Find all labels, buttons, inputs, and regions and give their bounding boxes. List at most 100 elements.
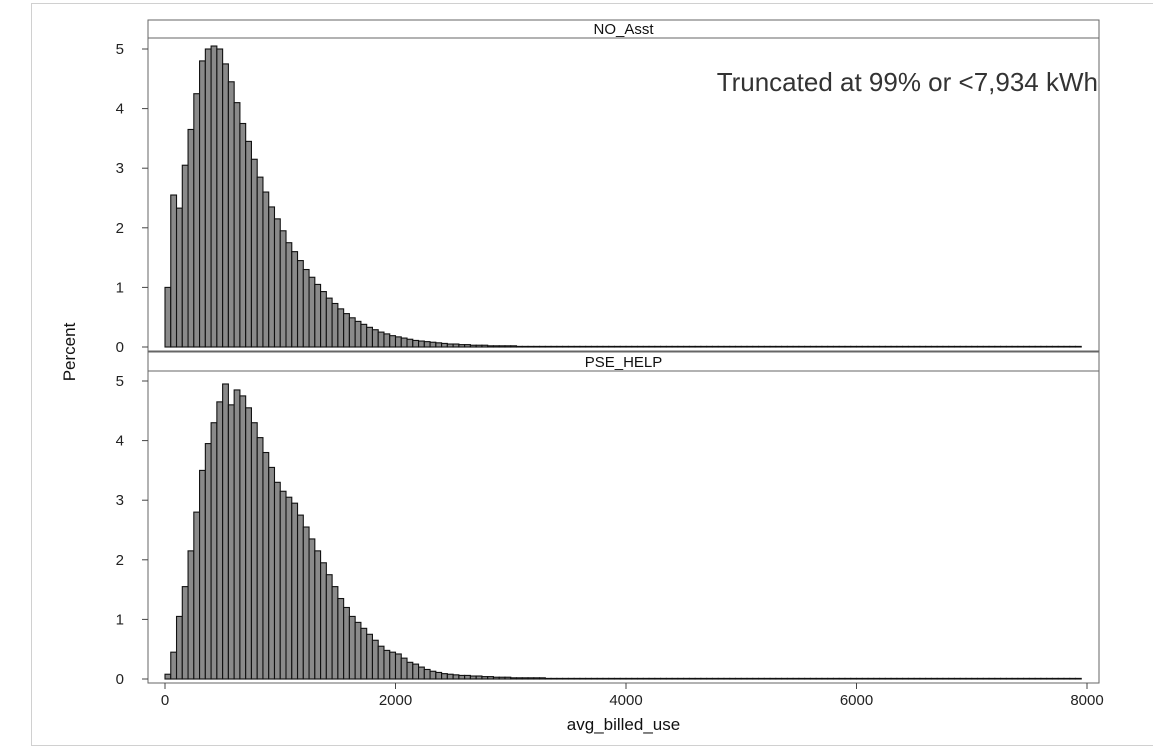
panel-2-bar [867, 677, 875, 680]
panel-2-bar [925, 677, 932, 680]
panel-1-bar [798, 345, 806, 348]
panel-2-y-tick-label: 4 [116, 433, 124, 450]
panel-2-bar [948, 677, 956, 680]
panel-1-bar [573, 345, 581, 348]
panel-2-bar [608, 677, 616, 680]
panel-1-bar [394, 336, 402, 348]
panel-2-bar [763, 677, 771, 680]
panel-1-bar [631, 345, 639, 348]
panel-2-bar [654, 677, 662, 680]
panel-1-bar [982, 345, 990, 348]
panel-1-bar [602, 345, 610, 348]
panel-2-bar [314, 550, 322, 680]
panel-2-bar [723, 677, 731, 680]
panel-2-y-tick-label: 5 [116, 373, 124, 390]
panel-1-bar [1046, 345, 1053, 348]
panel-1-bar [948, 345, 956, 348]
panel-1-bar [1057, 345, 1065, 348]
panel-1-bar [354, 320, 362, 348]
panel-2-bar [907, 677, 915, 680]
panel-2-bar [187, 550, 195, 680]
panel-2-bar [959, 677, 967, 680]
panel-1-bar [504, 345, 512, 348]
panel-2-bar [1074, 677, 1082, 680]
panel-1-y-tick-label: 1 [116, 279, 124, 296]
panel-2-bar [838, 677, 846, 680]
panel-1-bar [884, 345, 892, 348]
panel-2-bar [613, 677, 621, 680]
panel-2-bar [412, 663, 420, 680]
panel-1-bar [492, 345, 500, 348]
panel-1-bar [781, 345, 788, 348]
panel-2-bar [250, 422, 258, 680]
panel-1-bar [642, 345, 650, 348]
panel-1-bar [677, 345, 685, 348]
panel-2-bar [896, 677, 904, 680]
panel-2-bar [740, 677, 748, 680]
panel-2-bar [636, 677, 644, 680]
panel-1-bar [723, 345, 731, 348]
panel-1-bar [1063, 345, 1071, 348]
panel-1-bar [654, 345, 662, 348]
panel-1-bar [550, 345, 558, 348]
panel-1-bar [481, 344, 489, 348]
panel-2-bar [435, 671, 443, 680]
panel-1-bar [567, 345, 575, 348]
panel-1-bar [412, 339, 420, 348]
panel-1-bar [1017, 345, 1025, 348]
panel-1-bar [636, 345, 644, 348]
panel-1-bar [199, 60, 206, 348]
panel-2-bar [245, 407, 252, 680]
panel-1-bar [498, 345, 506, 348]
panel-1-bar [613, 345, 621, 348]
panel-1-bar [579, 345, 587, 348]
panel-2-bar [377, 645, 385, 680]
panel-1-bar [861, 345, 869, 348]
panel-2-bar [533, 677, 541, 680]
panel-2-bar [988, 677, 996, 680]
panel-2-bar [809, 677, 817, 680]
panel-2-bar [1005, 677, 1013, 680]
panel-2-bar [700, 677, 708, 680]
panel-2-bar [181, 586, 189, 680]
panel-2-y-tick-label: 2 [116, 552, 124, 569]
panel-2-bar [394, 653, 402, 680]
panel-1-bar [510, 345, 518, 348]
panel-2-bar [873, 677, 881, 680]
panel-2-bar [942, 677, 950, 680]
panel-1-bar [619, 345, 627, 348]
panel-1-bar [971, 345, 979, 348]
panel-2-bar [775, 677, 783, 680]
panel-2-bar [308, 538, 316, 680]
x-tick-label: 2000 [379, 692, 412, 709]
panel-1-strip-label: NO_Asst [593, 21, 654, 38]
panel-1-bar [590, 345, 598, 348]
panel-1-bar [429, 341, 437, 348]
panel-2-bar [982, 677, 990, 680]
panel-1-bar [717, 345, 725, 348]
panel-1-bar [400, 337, 408, 348]
panel-1-bar [464, 344, 471, 348]
panel-2-bar [556, 677, 564, 680]
panel-2-bar [469, 675, 477, 680]
panel-2-bar [429, 670, 437, 680]
panel-2-bar [302, 526, 310, 680]
panel-2-bar [371, 639, 379, 680]
panel-1-bar [1000, 345, 1007, 348]
panel-2-bar [850, 677, 858, 680]
panel-2-bar [913, 677, 921, 680]
panel-1-bar [896, 345, 904, 348]
panel-1-bar [1005, 345, 1013, 348]
panel-2-bar [936, 677, 944, 680]
panel-1-bar [752, 345, 760, 348]
panel-2-bar [844, 677, 852, 680]
panel-1-bar [452, 343, 460, 348]
panel-2-bar [590, 677, 598, 680]
panel-1-bar [890, 345, 898, 348]
y-axis-title: Percent [60, 322, 79, 381]
panel-2-bar [1051, 677, 1059, 680]
panel-2-bar [585, 677, 592, 680]
panel-2-bar [366, 633, 374, 680]
panel-1-bar [487, 345, 495, 348]
panel-1-bar [596, 345, 604, 348]
